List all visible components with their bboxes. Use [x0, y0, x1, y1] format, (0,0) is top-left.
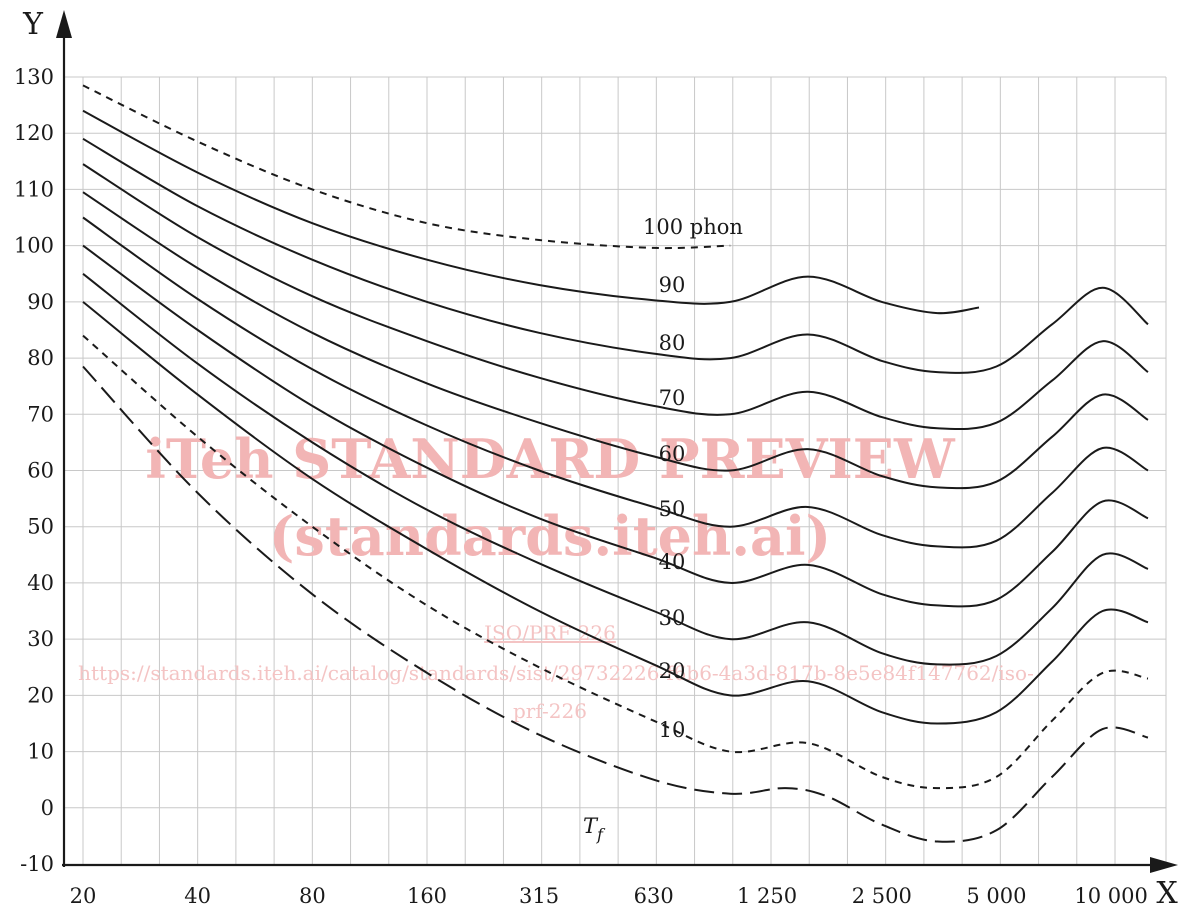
- x-tick-label: 315: [519, 884, 559, 908]
- series-label: 70: [659, 386, 686, 410]
- x-tick-label: 1 250: [737, 884, 797, 908]
- series-line-50: [82, 216, 1149, 549]
- curve-labels: 100 phon 90 80 70 60 50 40 30 20 10 Tf: [583, 215, 743, 844]
- y-tick-label: 20: [27, 683, 54, 707]
- y-tick-label: -10: [20, 852, 54, 876]
- y-tick-label: 110: [14, 177, 54, 201]
- watermark: iTeh STANDARD PREVIEW (standards.iteh.ai…: [78, 427, 1034, 723]
- series-line-30: [82, 273, 1149, 666]
- y-tick-label: 40: [27, 571, 54, 595]
- series-label: 90: [659, 273, 686, 297]
- x-axis-label: X: [1156, 876, 1178, 908]
- x-tick-label: 630: [634, 884, 674, 908]
- series-line-70: [82, 163, 1149, 431]
- series-line-40: [82, 244, 1149, 608]
- x-axis-arrow: [1150, 857, 1178, 873]
- y-axis-arrow: [56, 10, 72, 38]
- x-tick-label: 80: [299, 884, 326, 908]
- series-line-tf: [82, 365, 1149, 843]
- x-tick-label: 5 000: [966, 884, 1026, 908]
- series-label: 20: [659, 659, 686, 683]
- series-label-subscript: f: [596, 825, 606, 844]
- y-tick-label: 30: [27, 627, 54, 651]
- y-tick-label: 10: [27, 740, 54, 764]
- y-tick-label: 100: [14, 234, 54, 258]
- series-line-20: [82, 301, 1149, 725]
- series-label: Tf: [583, 814, 606, 844]
- x-tick-label: 2 500: [852, 884, 912, 908]
- watermark-line-4: https://standards.iteh.ai/catalog/standa…: [78, 661, 1034, 685]
- y-tick-label: 0: [41, 796, 54, 820]
- curves: [82, 84, 1149, 843]
- y-tick-label: 60: [27, 459, 54, 483]
- series-line-100-phon: [82, 84, 731, 250]
- series-label: 60: [659, 442, 686, 466]
- y-tick-label: 90: [27, 290, 54, 314]
- series-label: 40: [659, 550, 686, 574]
- series-line-60: [82, 191, 1149, 490]
- watermark-line-1: iTeh STANDARD PREVIEW: [145, 427, 956, 491]
- y-tick-label: 80: [27, 346, 54, 370]
- y-axis-label: Y: [22, 7, 44, 42]
- y-tick-label: 70: [27, 402, 54, 426]
- series-label: 30: [659, 606, 686, 630]
- series-label: 100 phon: [643, 215, 743, 239]
- x-tick-label: 160: [407, 884, 447, 908]
- series-line-90: [82, 109, 980, 315]
- y-tick-label: 120: [14, 121, 54, 145]
- x-tick-label: 20: [70, 884, 97, 908]
- watermark-line-3: ISO/PRF 226: [484, 621, 616, 645]
- y-tick-label: 130: [14, 65, 54, 89]
- watermark-line-5: prf-226: [513, 699, 587, 723]
- x-tick-label: 10 000: [1074, 884, 1147, 908]
- series-label: 10: [659, 718, 686, 742]
- y-tick-label: 50: [27, 515, 54, 539]
- axes: Y X: [22, 7, 1178, 908]
- x-tick-label: 40: [184, 884, 211, 908]
- series-line-80: [82, 137, 1149, 374]
- series-label: 80: [659, 331, 686, 355]
- watermark-line-2: (standards.iteh.ai): [269, 504, 831, 568]
- grid: [65, 76, 1167, 864]
- series-label: 50: [659, 497, 686, 521]
